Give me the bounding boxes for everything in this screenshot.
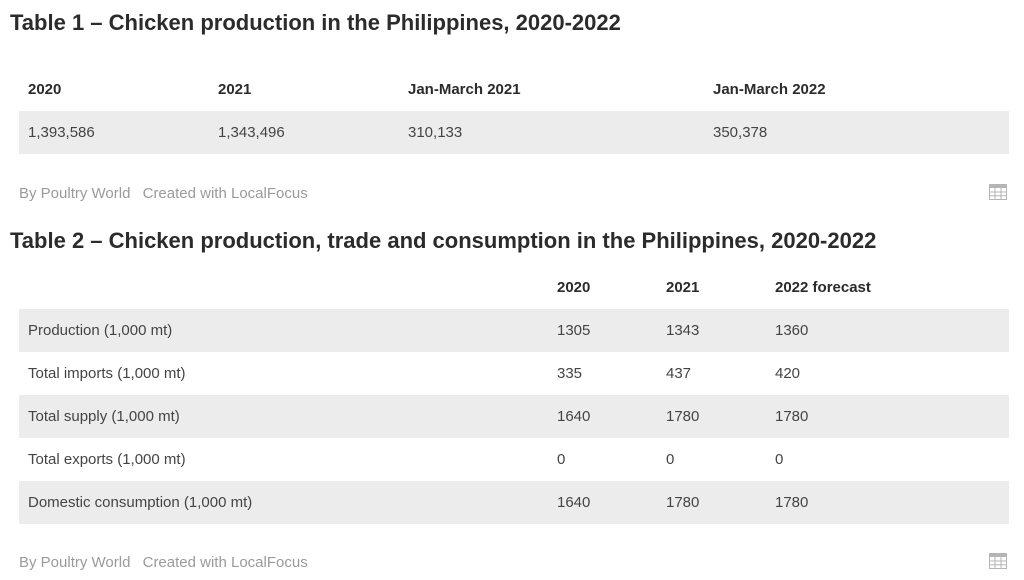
table-cell: 1780 bbox=[657, 395, 766, 438]
row-label: Total exports (1,000 mt) bbox=[28, 451, 186, 468]
row-label: Total imports (1,000 mt) bbox=[28, 365, 186, 382]
byline-link[interactable]: By Poultry World bbox=[19, 185, 131, 202]
table-row: Production (1,000 mt) 1305 1343 1360 bbox=[19, 309, 1009, 352]
table-row: Total imports (1,000 mt) 335 437 420 bbox=[19, 352, 1009, 395]
table-grid-icon[interactable] bbox=[989, 184, 1007, 200]
table2-title: Table 2 – Chicken production, trade and … bbox=[10, 228, 877, 253]
table1: 2020 2021 Jan-March 2021 Jan-March 2022 … bbox=[19, 68, 1009, 154]
table-cell: 1780 bbox=[766, 481, 1009, 524]
table2-header-cell: 2020 bbox=[557, 279, 591, 296]
table2-header-row: 2020 2021 2022 forecast bbox=[19, 266, 1009, 309]
created-with-link[interactable]: Created with LocalFocus bbox=[142, 554, 308, 571]
table1-header-cell: 2021 bbox=[218, 81, 252, 98]
table-cell: 437 bbox=[666, 365, 692, 382]
table2-header-cell: 2021 bbox=[666, 279, 700, 296]
table-cell: 1360 bbox=[766, 309, 1009, 352]
created-with-link[interactable]: Created with LocalFocus bbox=[142, 185, 308, 202]
byline-link[interactable]: By Poultry World bbox=[19, 554, 131, 571]
table-cell: 1640 bbox=[548, 481, 657, 524]
table1-header-cell: Jan-March 2022 bbox=[713, 81, 826, 98]
table1-footer: By Poultry World Created with LocalFocus bbox=[19, 185, 316, 202]
row-label: Total supply (1,000 mt) bbox=[19, 395, 548, 438]
table-cell: 335 bbox=[557, 365, 583, 382]
table-cell: 350,378 bbox=[704, 111, 1009, 154]
table-cell: 0 bbox=[775, 451, 784, 468]
table-cell: 1,393,586 bbox=[19, 111, 209, 154]
table1-title: Table 1 – Chicken production in the Phil… bbox=[10, 10, 621, 35]
table-cell: 0 bbox=[666, 451, 675, 468]
table2-header-cell: 2022 forecast bbox=[775, 279, 871, 296]
table-cell: 1780 bbox=[657, 481, 766, 524]
table1-header-cell: Jan-March 2021 bbox=[408, 81, 521, 98]
row-label: Production (1,000 mt) bbox=[19, 309, 548, 352]
table-cell: 1780 bbox=[766, 395, 1009, 438]
table-row: Total supply (1,000 mt) 1640 1780 1780 bbox=[19, 395, 1009, 438]
table-row: Total exports (1,000 mt) 0 0 0 bbox=[19, 438, 1009, 481]
table2-header-cell bbox=[19, 266, 548, 309]
table2-footer: By Poultry World Created with LocalFocus bbox=[19, 554, 316, 571]
table1-header-cell: 2020 bbox=[28, 81, 62, 98]
table-cell: 310,133 bbox=[399, 111, 704, 154]
table-cell: 1305 bbox=[548, 309, 657, 352]
table1-header-row: 2020 2021 Jan-March 2021 Jan-March 2022 bbox=[19, 68, 1009, 111]
table2: 2020 2021 2022 forecast Production (1,00… bbox=[19, 266, 1009, 524]
table-cell: 1343 bbox=[657, 309, 766, 352]
table-cell: 420 bbox=[775, 365, 801, 382]
table-row: 1,393,586 1,343,496 310,133 350,378 bbox=[19, 111, 1009, 154]
table-row: Domestic consumption (1,000 mt) 1640 178… bbox=[19, 481, 1009, 524]
table-cell: 1,343,496 bbox=[209, 111, 399, 154]
row-label: Domestic consumption (1,000 mt) bbox=[19, 481, 548, 524]
table-grid-icon[interactable] bbox=[989, 553, 1007, 569]
table-cell: 1640 bbox=[548, 395, 657, 438]
table-cell: 0 bbox=[557, 451, 566, 468]
